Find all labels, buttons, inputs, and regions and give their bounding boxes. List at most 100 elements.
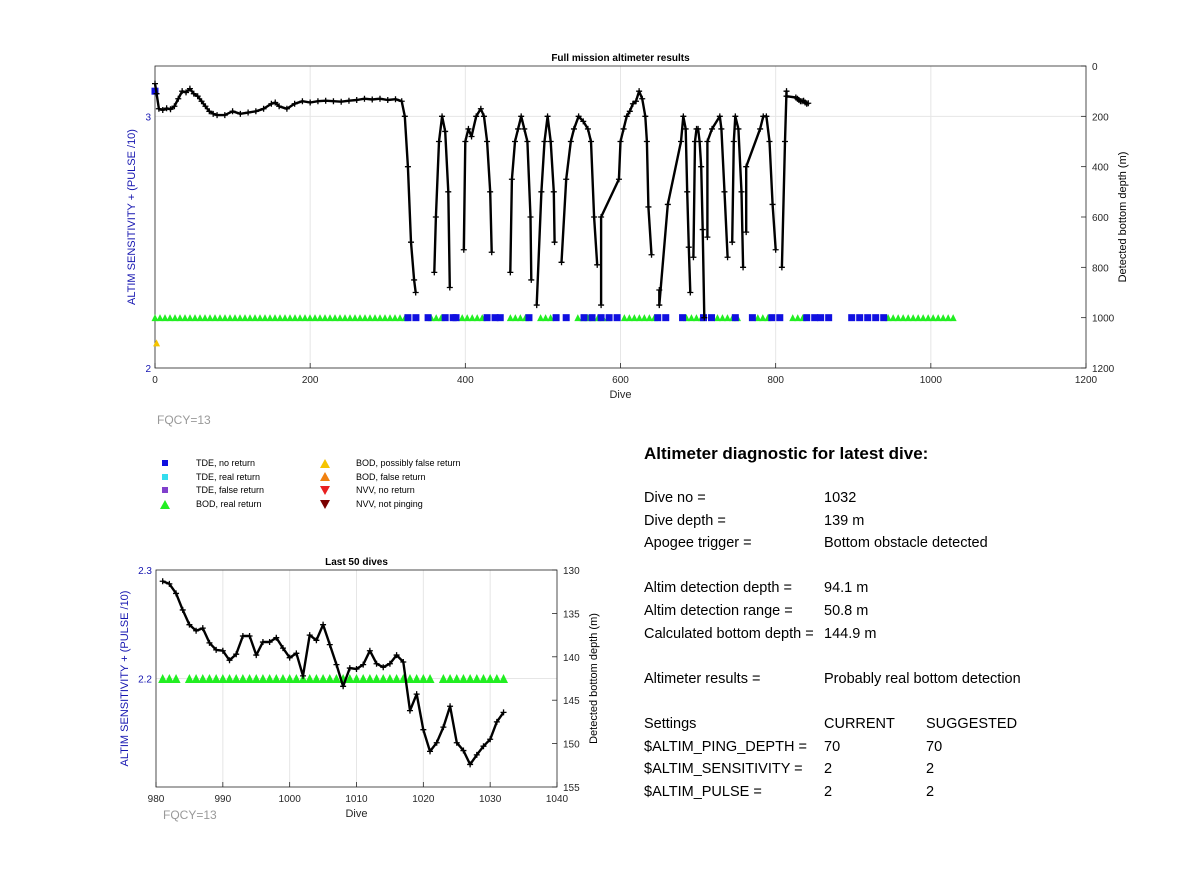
main-depth-point	[584, 125, 591, 132]
sub-marker-bod-real-return	[438, 674, 448, 683]
main-depth-point	[408, 239, 415, 246]
main-marker-bod-real-return	[919, 314, 927, 322]
main-marker-bod-real-return	[713, 314, 721, 322]
sub-depth-point	[433, 739, 440, 746]
main-depth-point	[699, 226, 706, 233]
main-depth-point	[245, 109, 252, 116]
sub-depth-point	[353, 665, 360, 672]
main-depth-point	[563, 176, 570, 183]
pulse-row: $ALTIM_PULSE = 2 2	[644, 784, 1164, 807]
main-depth-point	[533, 302, 540, 309]
main-depth-point	[772, 246, 779, 253]
sub-marker-bod-real-return	[458, 674, 468, 683]
main-marker-tde-no-return	[731, 314, 739, 322]
sub-depth-point	[193, 627, 200, 634]
main-depth-point	[550, 188, 557, 195]
main-y-right-tick-label: 200	[1092, 112, 1109, 123]
main-y-left-tick-label: 2	[145, 364, 151, 375]
main-marker-bod-real-return	[341, 314, 349, 322]
sensitivity-label: $ALTIM_SENSITIVITY =	[644, 761, 803, 778]
main-marker-tde-no-return	[404, 314, 412, 322]
main-marker-bod-real-return	[311, 314, 319, 322]
sub-depth-point	[313, 637, 320, 644]
sub-depth-point	[360, 661, 367, 668]
main-title: Full mission altimeter results	[551, 53, 690, 64]
main-depth-point	[743, 163, 750, 170]
main-depth-point	[175, 95, 182, 102]
main-marker-bod-real-return	[156, 314, 164, 322]
sub-y-right-tick-label: 150	[563, 740, 580, 751]
altim-range-row: Altim detection range = 50.8 m	[644, 603, 1164, 626]
main-marker-tde-no-return	[872, 314, 880, 322]
sub-depth-point	[340, 683, 347, 690]
legend-label: NVV, no return	[356, 485, 415, 496]
main-depth-point	[682, 125, 689, 132]
main-xlabel: Dive	[609, 389, 631, 401]
sub-marker-bod-real-return	[365, 674, 375, 683]
main-depth-point	[202, 103, 209, 110]
legend-label: BOD, possibly false return	[356, 458, 461, 468]
main-marker-bod-real-return	[924, 314, 932, 322]
main-depth-point	[732, 113, 739, 120]
main-marker-bod-real-return	[366, 314, 374, 322]
main-depth-point	[252, 108, 259, 115]
sub-depth-point	[253, 652, 260, 659]
dive-depth-value: 139 m	[824, 512, 865, 529]
sub-depth-point	[493, 718, 500, 725]
main-depth-point	[445, 188, 452, 195]
sub-marker-bod-real-return	[425, 674, 435, 683]
main-marker-bod-real-return	[516, 314, 524, 322]
pulse-current: 2	[824, 783, 833, 800]
main-depth-point	[412, 289, 419, 296]
main-depth-point	[678, 138, 685, 145]
main-depth-point	[159, 107, 166, 114]
main-y-right-tick-label: 1200	[1092, 364, 1115, 375]
main-depth-point	[591, 214, 598, 220]
main-depth-point	[179, 88, 186, 95]
main-marker-tde-no-return	[817, 314, 825, 322]
sub-marker-bod-real-return	[164, 674, 174, 683]
sub-marker-bod-real-return	[465, 674, 475, 683]
main-depth-point	[515, 125, 522, 132]
main-depth-point	[183, 89, 190, 96]
altim-depth-value: 94.1 m	[824, 580, 869, 597]
main-depth-point	[404, 163, 411, 170]
sub-depth-point	[366, 647, 373, 654]
main-marker-bod-real-return	[625, 314, 633, 322]
main-marker-tde-no-return	[864, 314, 872, 322]
main-depth-point	[664, 201, 671, 208]
main-y-right-tick-label: 400	[1092, 163, 1109, 174]
main-marker-bod-real-return	[326, 314, 334, 322]
sub-marker-bod-real-return	[225, 674, 235, 683]
main-marker-bod-real-return	[161, 314, 169, 322]
sub-marker-bod-real-return	[485, 674, 495, 683]
sub-marker-bod-real-return	[171, 674, 181, 683]
main-depth-point	[551, 239, 558, 246]
main-marker-bod-real-return	[246, 314, 254, 322]
sub-marker-bod-real-return	[378, 674, 388, 683]
legend-label: BOD, real return	[196, 499, 262, 510]
main-ylabel-right: Detected bottom depth (m)	[1117, 152, 1129, 283]
dive-no-row: Dive no = 1032	[644, 490, 1164, 513]
sub-ylabel-right: Detected bottom depth (m)	[588, 613, 600, 744]
main-depth-point	[718, 125, 725, 132]
sub-y-right-tick-label: 135	[563, 609, 580, 620]
main-marker-bod-real-return	[949, 314, 957, 322]
main-y-right-tick-label: 800	[1092, 263, 1109, 274]
main-depth-point	[314, 98, 321, 105]
main-marker-bod-real-return	[351, 314, 359, 322]
main-marker-bod-real-return	[944, 314, 952, 322]
main-marker-bod-real-return	[321, 314, 329, 322]
main-marker-bod-real-return	[432, 314, 440, 322]
sub-depth-point	[206, 639, 213, 646]
sub-depth-point	[239, 632, 246, 639]
main-depth-point	[190, 90, 197, 97]
main-depth-point	[696, 138, 703, 145]
main-depth-point	[721, 188, 728, 195]
main-depth-point	[623, 113, 630, 120]
main-depth-point	[283, 105, 290, 112]
main-marker-bod-real-return	[241, 314, 249, 322]
main-marker-tde-no-return	[811, 314, 819, 322]
ping-depth-label: $ALTIM_PING_DEPTH =	[644, 738, 807, 755]
main-depth-point	[307, 99, 314, 106]
